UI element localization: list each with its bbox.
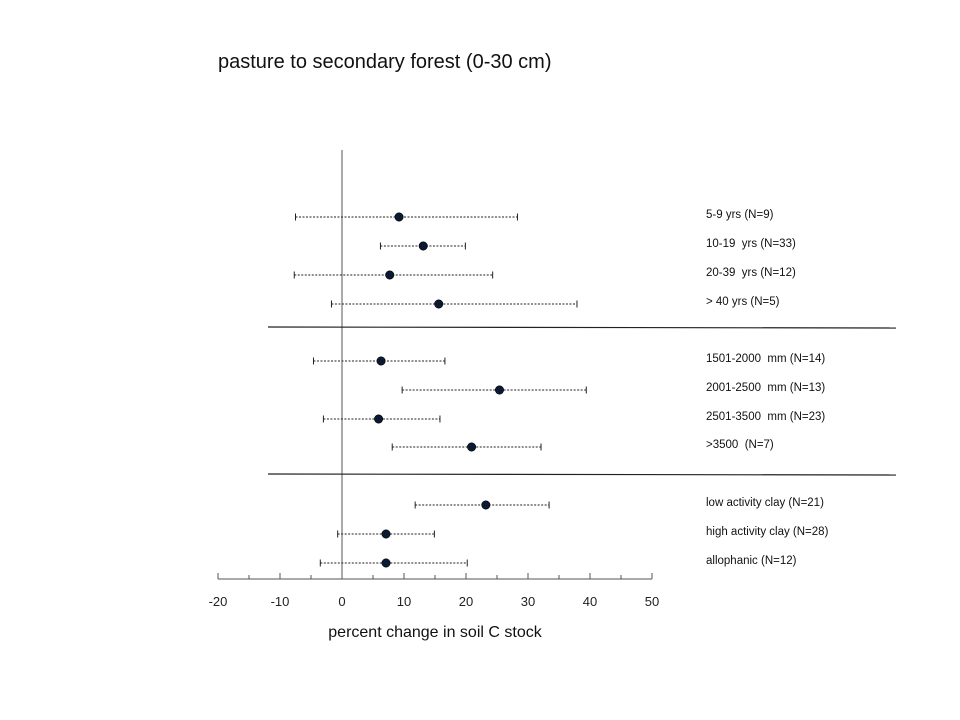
chart-title: pasture to secondary forest (0-30 cm)	[218, 51, 551, 73]
mean-point	[374, 414, 384, 424]
x-tick-label: -20	[209, 594, 228, 609]
row-label: 10-19 yrs (N=33)	[706, 238, 796, 250]
group-separator-line	[267, 326, 897, 329]
mean-point	[467, 442, 477, 452]
row-label: 2501-3500 mm (N=23)	[706, 411, 825, 423]
row-label: > 40 yrs (N=5)	[706, 296, 780, 308]
mean-point	[394, 212, 404, 222]
x-tick-label: -10	[271, 594, 290, 609]
row-label: >3500 (N=7)	[706, 439, 774, 451]
mean-point	[434, 299, 444, 309]
row-label: 1501-2000 mm (N=14)	[706, 353, 825, 365]
row-label: allophanic (N=12)	[706, 555, 797, 567]
row-label: 5-9 yrs (N=9)	[706, 209, 774, 221]
x-tick-label: 10	[397, 594, 411, 609]
mean-point	[481, 500, 491, 510]
row-label: 2001-2500 mm (N=13)	[706, 382, 825, 394]
plot-area: -20 -10 0 10 20 30 40 50 5-9 yrs (N=9) 10-19 yrs …	[209, 150, 897, 609]
x-tick-label: 0	[338, 594, 345, 609]
mean-point	[385, 270, 395, 280]
group-separator-line	[267, 473, 897, 476]
row-label: 20-39 yrs (N=12)	[706, 267, 796, 279]
x-tick-label: 30	[521, 594, 535, 609]
x-tick-label: 20	[459, 594, 473, 609]
mean-point	[376, 356, 386, 366]
x-tick-label: 50	[645, 594, 659, 609]
mean-point	[494, 385, 504, 395]
x-axis-label: percent change in soil C stock	[328, 624, 542, 641]
row-label: high activity clay (N=28)	[706, 526, 829, 538]
row-label: low activity clay (N=21)	[706, 497, 824, 509]
x-tick-label: 40	[583, 594, 597, 609]
mean-point	[381, 529, 391, 539]
mean-point	[381, 558, 391, 568]
mean-point	[418, 241, 428, 251]
